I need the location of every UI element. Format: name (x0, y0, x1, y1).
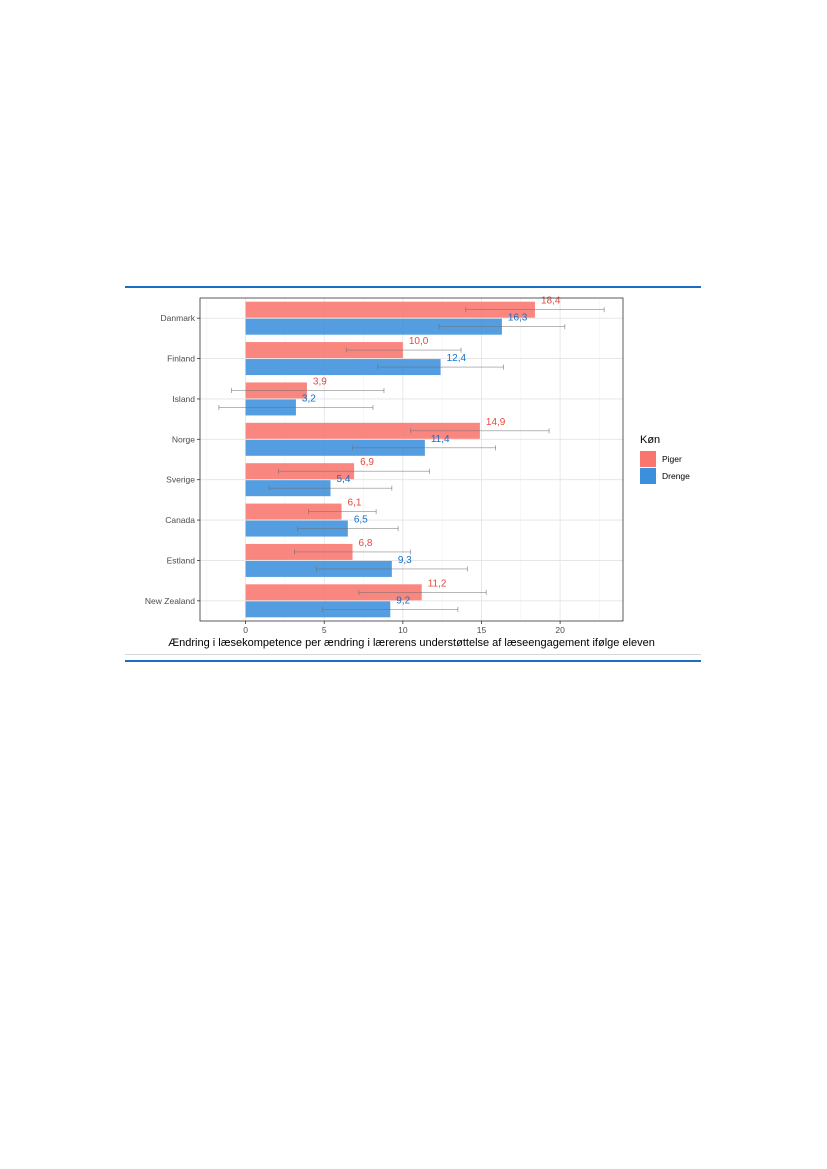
y-tick-label: Norge (172, 434, 195, 444)
value-label: 3,2 (302, 393, 316, 404)
bottom-rule (125, 660, 701, 662)
plot-panel-border (199, 297, 624, 622)
y-tick-label: Island (172, 394, 195, 404)
bar-piger-norge (245, 422, 480, 439)
legend-key-piger (640, 451, 656, 467)
bars-layer (245, 301, 535, 618)
bar-drenge-finland (245, 359, 441, 376)
value-label: 11,2 (428, 578, 447, 589)
bar-piger-canada (245, 503, 342, 520)
value-label: 6,9 (360, 457, 374, 468)
value-labels-layer: 18,4 10,0 3,9 14,9 6,9 6,1 6,8 11,2 16,3 12,4 3,2 1… (302, 296, 561, 607)
x-tick-label: 10 (398, 625, 408, 635)
y-axis: Danmark Finland Island Norge Sverige Canada Es… (145, 313, 200, 606)
x-tick-label: 15 (477, 625, 487, 635)
value-label: 9,3 (398, 555, 412, 566)
value-label: 5,4 (337, 474, 351, 485)
top-rule (125, 286, 701, 288)
y-tick-label: Danmark (161, 313, 196, 323)
value-label: 9,2 (396, 595, 410, 606)
bar-piger-danmark (245, 301, 535, 318)
value-label: 6,1 (348, 498, 362, 509)
bar-drenge-danmark (245, 318, 502, 335)
legend-label: Drenge (662, 471, 690, 481)
value-label: 6,5 (354, 515, 368, 526)
value-label: 14,9 (486, 417, 506, 428)
value-label: 12,4 (447, 353, 467, 364)
y-tick-label: New Zealand (145, 596, 195, 606)
value-label: 3,9 (313, 376, 327, 387)
caption-divider (125, 654, 701, 655)
error-bars-layer (218, 307, 605, 612)
bar-piger-finland (245, 342, 403, 359)
value-label: 10,0 (409, 336, 429, 347)
value-label: 16,3 (508, 313, 528, 324)
y-tick-label: Finland (167, 354, 195, 364)
bar-drenge-canada (245, 520, 348, 537)
legend-key-drenge (640, 468, 656, 484)
bar-drenge-norge (245, 439, 425, 456)
value-label: 11,4 (431, 434, 450, 445)
x-tick-label: 0 (243, 625, 248, 635)
bar-drenge-new-zealand (245, 601, 391, 618)
legend-title: Køn (640, 434, 660, 446)
x-tick-label: 5 (322, 625, 327, 635)
value-label: 18,4 (541, 296, 561, 307)
y-tick-label: Sverige (166, 475, 195, 485)
x-axis-label: Ændring i læsekompetence per ændring i l… (168, 637, 655, 649)
y-tick-label: Canada (165, 515, 195, 525)
y-tick-label: Estland (167, 555, 196, 565)
x-tick-label: 20 (555, 625, 565, 635)
value-label: 6,8 (359, 538, 373, 549)
bar-piger-new-zealand (245, 584, 422, 601)
legend-label: Piger (662, 454, 682, 464)
x-axis: 0 5 10 15 20 (243, 621, 565, 635)
